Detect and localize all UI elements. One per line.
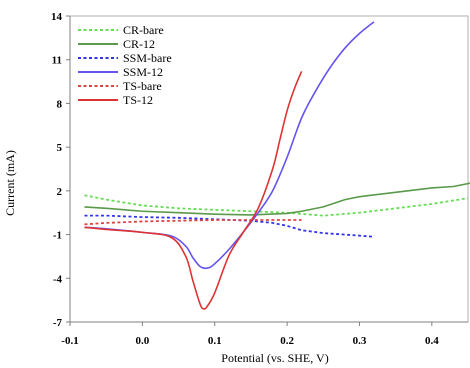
x-tick-label: 0.4 bbox=[425, 335, 439, 347]
legend-label-ts-bare: TS-bare bbox=[123, 79, 162, 93]
x-axis-title: Potential (vs. SHE, V) bbox=[221, 351, 328, 365]
legend-label-ts-12: TS-12 bbox=[123, 93, 153, 107]
series-line-ssm-12 bbox=[84, 21, 375, 270]
series-line-cr-bare bbox=[84, 194, 469, 217]
x-tick-label: 0.2 bbox=[280, 335, 294, 347]
y-tick-label: 14 bbox=[51, 11, 63, 23]
y-tick-label: -4 bbox=[53, 273, 63, 285]
legend-label-cr-bare: CR-bare bbox=[123, 23, 164, 37]
series-line-ssm-bare bbox=[84, 214, 374, 238]
legend-label-ssm-bare: SSM-bare bbox=[123, 51, 172, 65]
y-tick-label: 11 bbox=[52, 55, 62, 67]
x-tick-label: -0.1 bbox=[61, 335, 78, 347]
y-tick-label: -7 bbox=[53, 317, 63, 329]
x-tick-label: 0.1 bbox=[208, 335, 222, 347]
y-tick-label: 2 bbox=[57, 186, 63, 198]
legend-label-ssm-12: SSM-12 bbox=[123, 65, 163, 79]
x-tick-label: 0.3 bbox=[353, 335, 367, 347]
x-tick-label: 0.0 bbox=[135, 335, 149, 347]
legend-label-cr-12: CR-12 bbox=[123, 37, 155, 51]
y-axis-title: Current (mA) bbox=[3, 150, 17, 216]
y-tick-label: 5 bbox=[57, 142, 63, 154]
series-line-ts-bare bbox=[84, 219, 302, 226]
series-line-ts-12 bbox=[84, 71, 303, 310]
series-line-cr-12 bbox=[84, 182, 470, 216]
y-tick-label: 8 bbox=[57, 98, 63, 110]
y-tick-label: -1 bbox=[53, 230, 62, 242]
